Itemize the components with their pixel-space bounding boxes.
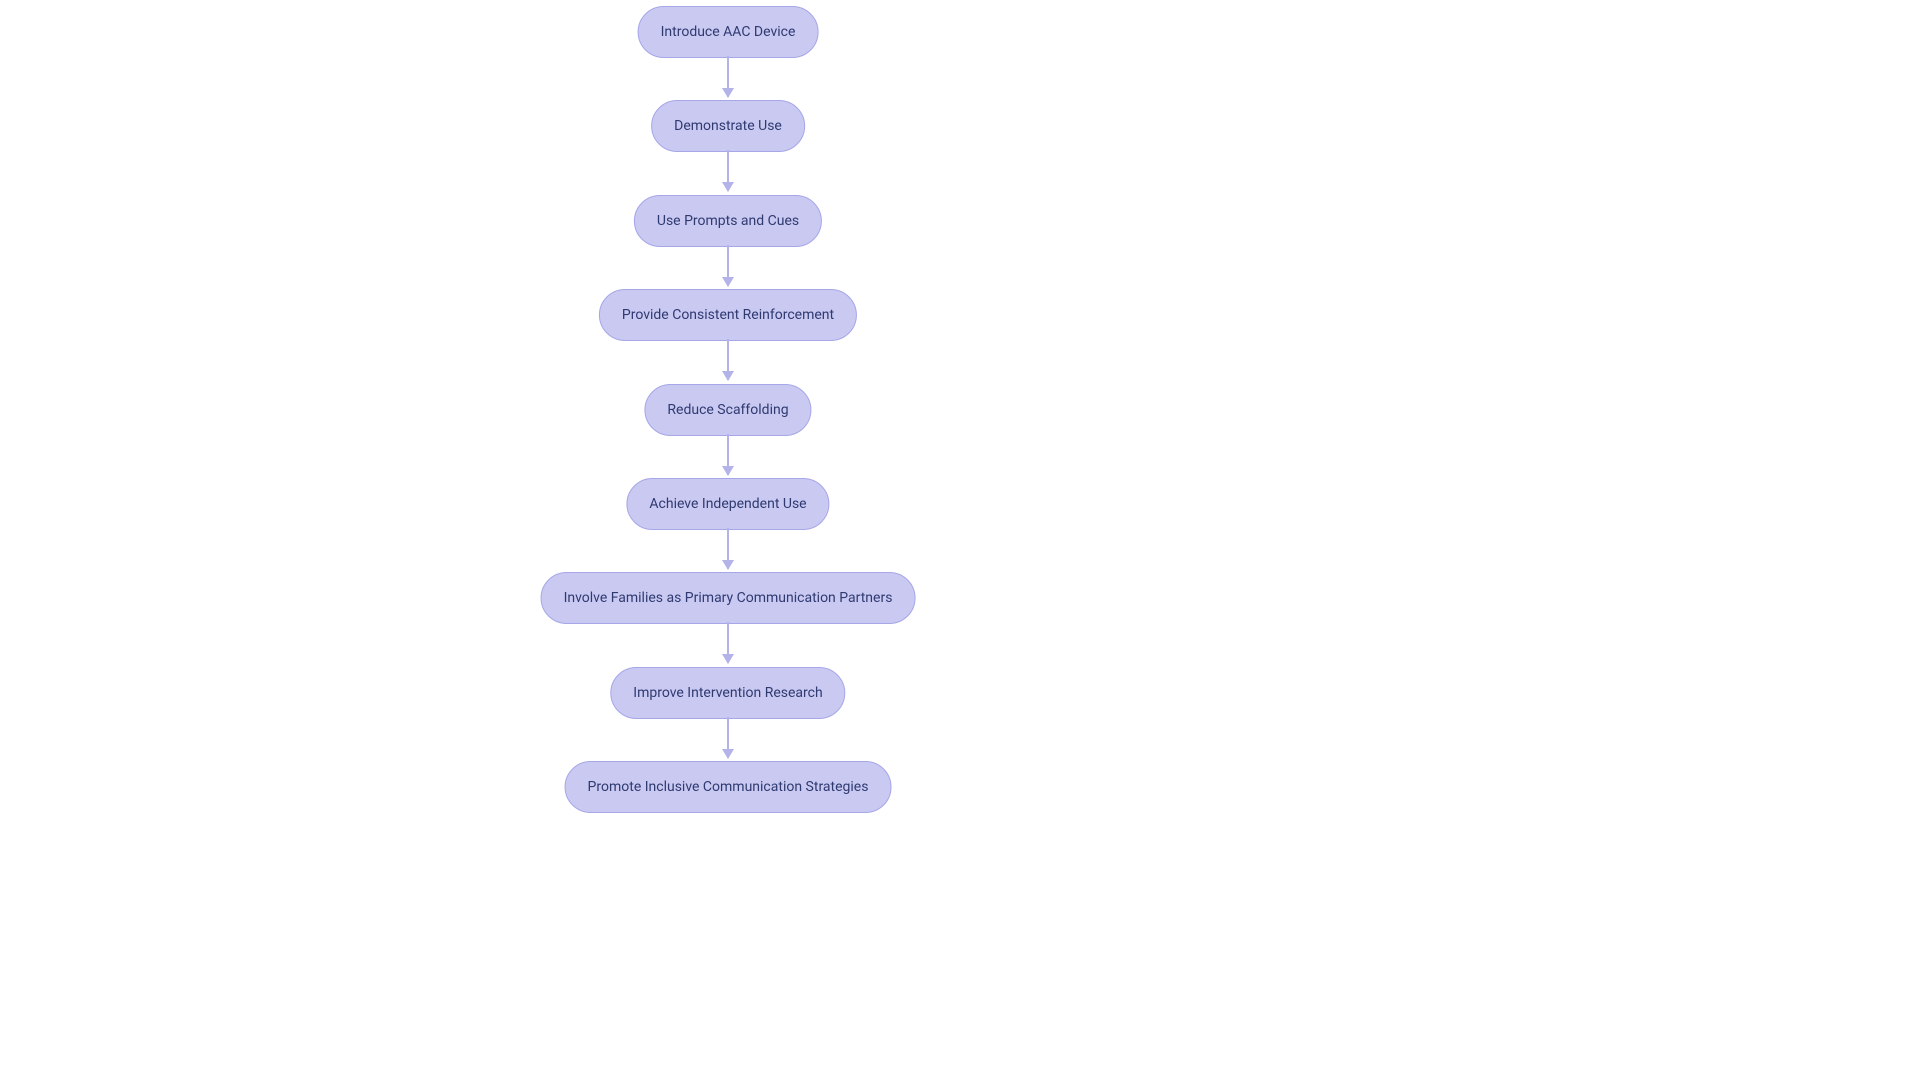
flowchart-node: Reduce Scaffolding [644,384,811,436]
flowchart-node: Involve Families as Primary Communicatio… [541,572,916,624]
flowchart-arrow [727,56,729,97]
flowchart-node: Provide Consistent Reinforcement [599,289,857,341]
flowchart-arrow [727,528,729,569]
flowchart-node: Promote Inclusive Communication Strategi… [565,761,892,813]
flowchart-arrow [727,245,729,286]
flowchart-arrow [727,150,729,191]
flowchart-node: Introduce AAC Device [638,6,819,58]
flowchart-node: Use Prompts and Cues [634,195,822,247]
flowchart-node: Demonstrate Use [651,100,805,152]
flowchart-arrow [727,717,729,758]
flowchart-arrow [727,339,729,380]
flowchart-node: Achieve Independent Use [626,478,829,530]
flowchart-arrow [727,622,729,663]
flowchart-container: Introduce AAC Device Demonstrate Use Use P… [0,0,1920,1080]
flowchart-node: Improve Intervention Research [610,667,845,719]
flowchart-arrow [727,434,729,475]
